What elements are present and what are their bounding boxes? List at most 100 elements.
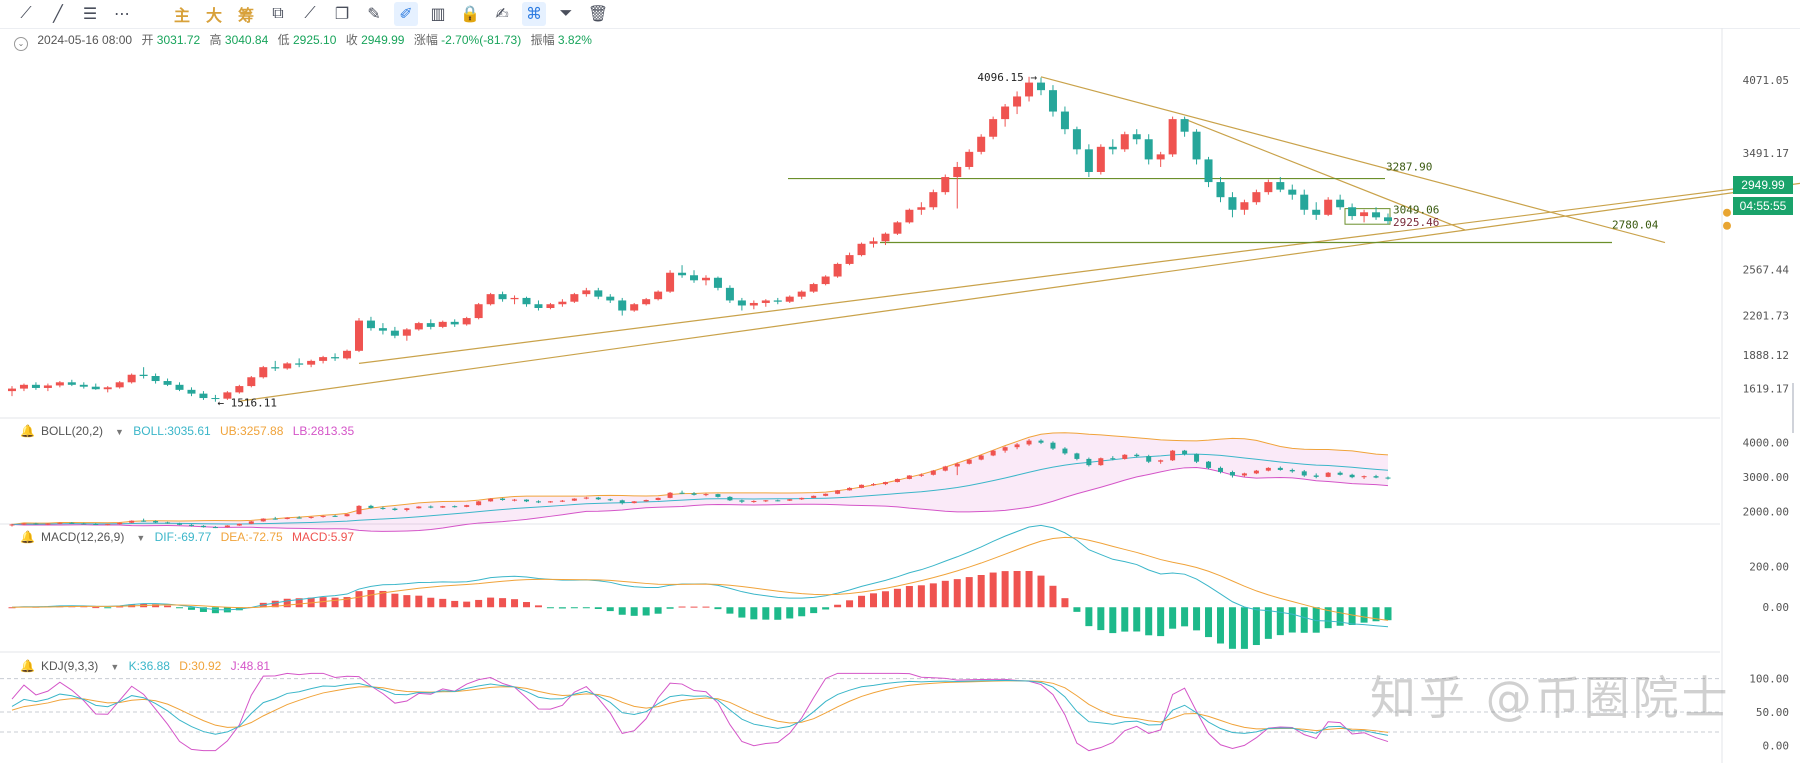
candle-body [893, 222, 902, 234]
candle-body [845, 255, 854, 264]
more-tools-icon[interactable]: ⋯ [114, 6, 130, 23]
boll-candle-body [1074, 453, 1080, 459]
collapse-icon[interactable]: ⌄ [14, 37, 28, 51]
macd-histogram-bar [702, 606, 710, 608]
boll-candle-body [679, 492, 685, 494]
macd-histogram-bar [1384, 607, 1392, 621]
boll-candle-body [691, 493, 697, 495]
candle-body [773, 300, 782, 302]
macd-histogram-bar [810, 607, 818, 614]
candle-body [8, 388, 16, 392]
chevron-down-icon[interactable]: ▼ [110, 662, 120, 672]
candle-body [654, 291, 663, 300]
candle-body [1001, 106, 1010, 120]
boll-candle-body [404, 508, 410, 510]
open-label: 开 [141, 33, 154, 47]
boll-candle-body [559, 500, 565, 502]
macd-histogram-bar [1109, 607, 1117, 634]
boll-candle-body [392, 508, 398, 510]
macd-histogram-bar [331, 597, 339, 608]
filter-icon[interactable]: ⏷ [559, 5, 573, 22]
indicator-button-1[interactable]: 大 [205, 8, 222, 25]
boll-candle-body [535, 501, 541, 503]
level-label-3287: 3287.90 [1386, 161, 1432, 174]
low-value: 2925.10 [292, 33, 337, 47]
macd-histogram-bar [534, 605, 542, 608]
macd-histogram-bar [1181, 607, 1189, 627]
magnet-icon[interactable]: ⌘ [522, 2, 546, 26]
boll-candle-body [1158, 460, 1164, 462]
indicator-button-0[interactable]: 主 [173, 8, 190, 25]
ray-line-tool-icon[interactable]: ╱ [53, 6, 63, 23]
resize-handle[interactable] [1792, 383, 1799, 433]
macd-histogram-bar [1097, 607, 1105, 631]
boll-candle-body [607, 499, 613, 501]
copy-icon[interactable]: ❐ [334, 6, 350, 23]
edit-icon[interactable]: ✍ [495, 6, 509, 23]
kdj-k: K:36.88 [128, 659, 170, 673]
macd-histogram-bar [642, 607, 650, 616]
boll-candle-body [751, 501, 757, 503]
measure-icon[interactable]: ⟋ [304, 5, 316, 22]
chart-canvas[interactable]: 4071.05 3491.17 2567.44 2201.73 1888.12 1619.… [0, 28, 1800, 763]
candle-body [1336, 199, 1345, 208]
parallel-lines-tool-icon[interactable]: ☰ [82, 6, 98, 23]
boll-ub: UB:3257.88 [220, 424, 284, 438]
candle-body [1168, 119, 1177, 155]
candle-body [725, 287, 734, 301]
candle-body [989, 119, 998, 137]
macd-histogram-bar [917, 585, 925, 608]
boll-candle-body [1050, 442, 1056, 449]
macd-histogram-bar [1121, 607, 1129, 632]
boll-mid: BOLL:3035.61 [133, 424, 211, 438]
delete-icon[interactable]: 🗑 [587, 6, 609, 23]
kdj-y-tick: 0.00 [1763, 739, 1790, 752]
boll-candle-body [33, 523, 39, 525]
candle-body [953, 166, 962, 178]
chevron-down-icon[interactable]: ▼ [136, 533, 146, 543]
kdj-j-line [11, 672, 1389, 752]
boll-candle-body [1385, 477, 1391, 479]
boll-candle-body [847, 487, 853, 491]
lock-icon[interactable]: 🔒 [460, 6, 480, 23]
macd-histogram-bar [606, 607, 614, 612]
macd-histogram-bar [343, 597, 351, 608]
candle-body [283, 363, 292, 369]
candle-body [977, 136, 986, 152]
macd-histogram-bar [427, 597, 435, 608]
toggle-lines-icon[interactable]: ⧉ [272, 5, 284, 22]
boll-candle-body [763, 500, 769, 502]
candle-body [19, 384, 28, 389]
countdown-badge: 04:55:55 [1733, 197, 1793, 215]
candles-icon[interactable]: ▥ [430, 6, 446, 23]
candle-body [1072, 129, 1081, 150]
macd-histogram-bar [499, 598, 507, 608]
macd-histogram-bar [941, 580, 949, 608]
trend-line-tool-icon[interactable]: ⟋ [20, 5, 32, 22]
boll-candle-body [1182, 450, 1188, 455]
macd-histogram-bar [1336, 607, 1344, 626]
bell-icon[interactable]: 🔔 [20, 424, 35, 438]
boll-candle-body [260, 518, 266, 522]
macd-histogram-bar [475, 599, 483, 608]
boll-candle-body [332, 515, 338, 517]
chevron-down-icon[interactable]: ▼ [115, 427, 124, 437]
indicator-button-2[interactable]: 筹 [237, 8, 254, 25]
trendline-upper [358, 185, 1759, 365]
bell-icon[interactable]: 🔔 [20, 530, 35, 544]
candle-body [929, 192, 938, 208]
macd-histogram-bar [211, 607, 219, 614]
brush-icon[interactable]: ✎ [367, 6, 381, 23]
candle-body [1048, 90, 1057, 112]
candle-body [139, 374, 148, 376]
boll-candle-body [188, 524, 194, 526]
boll-candle-body [452, 506, 458, 508]
candle-body [1276, 182, 1285, 190]
macd-histogram-bar [1300, 607, 1308, 633]
drawing-mode-icon[interactable]: ✐ [394, 2, 418, 26]
boll-candle-body [1206, 461, 1212, 468]
candle-body [211, 398, 220, 400]
bell-icon[interactable]: 🔔 [20, 659, 35, 673]
candle-body [1348, 207, 1357, 217]
candle-body [1372, 212, 1381, 218]
